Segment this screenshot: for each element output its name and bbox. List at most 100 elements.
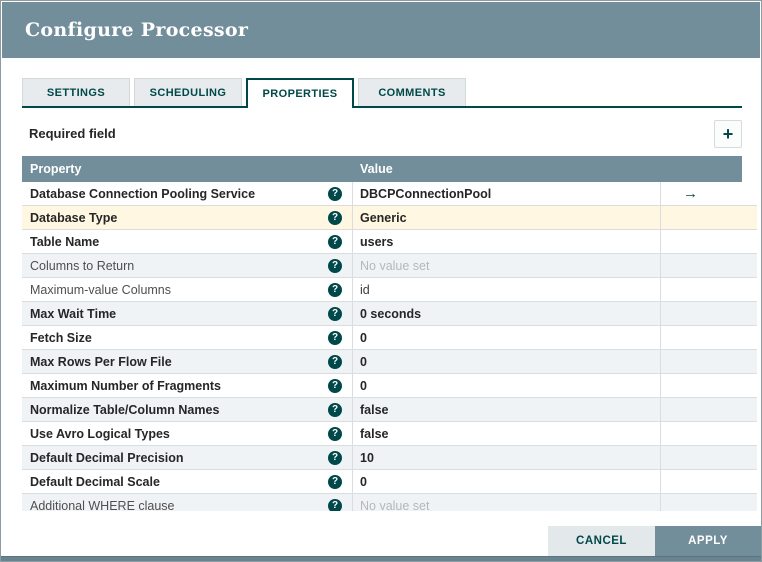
property-cell[interactable]: Fetch Size ? [22, 326, 353, 349]
value-cell[interactable]: 0 seconds [353, 302, 661, 325]
property-cell[interactable]: Normalize Table/Column Names ? [22, 398, 353, 421]
property-cell[interactable]: Max Rows Per Flow File ? [22, 350, 353, 373]
property-value: id [360, 282, 370, 297]
help-icon[interactable]: ? [328, 378, 342, 393]
plus-icon: + [722, 123, 734, 144]
help-icon[interactable]: ? [328, 426, 342, 441]
table-row[interactable]: Columns to Return ? No value set [22, 254, 757, 278]
table-row[interactable]: Default Decimal Precision ? 10 [22, 446, 757, 470]
tab-bar: SETTINGS SCHEDULING PROPERTIES COMMENTS [22, 78, 742, 108]
cancel-button[interactable]: CANCEL [548, 526, 655, 556]
tab-scheduling[interactable]: SCHEDULING [134, 78, 242, 108]
property-value: 10 [360, 450, 374, 465]
property-name: Fetch Size [30, 330, 92, 345]
goto-service-icon[interactable]: → [683, 185, 698, 202]
property-name: Maximum Number of Fragments [30, 378, 222, 393]
dialog-footer: CANCEL APPLY [548, 526, 761, 556]
help-icon[interactable]: ? [328, 474, 342, 489]
row-actions-cell [661, 422, 757, 445]
property-value: 0 [360, 474, 367, 489]
table-row[interactable]: Database Connection Pooling Service ? DB… [22, 182, 757, 206]
table-row[interactable]: Table Name ? users [22, 230, 757, 254]
row-actions-cell [661, 374, 757, 397]
help-icon[interactable]: ? [328, 402, 342, 417]
row-actions-cell [661, 206, 757, 229]
properties-table: Property Value Database Connection Pooli… [22, 156, 757, 511]
property-cell[interactable]: Max Wait Time ? [22, 302, 353, 325]
help-icon[interactable]: ? [328, 330, 342, 345]
value-cell[interactable]: No value set [353, 254, 661, 277]
property-name: Additional WHERE clause [30, 498, 175, 512]
table-row[interactable]: Normalize Table/Column Names ? false [22, 398, 757, 422]
row-actions-cell [661, 494, 757, 511]
help-icon[interactable]: ? [328, 354, 342, 369]
property-cell[interactable]: Default Decimal Scale ? [22, 470, 353, 493]
apply-button[interactable]: APPLY [655, 526, 761, 556]
value-cell[interactable]: Generic [353, 206, 661, 229]
help-icon[interactable]: ? [328, 186, 342, 201]
help-icon[interactable]: ? [328, 258, 342, 273]
help-icon[interactable]: ? [328, 282, 342, 297]
table-header: Property Value [22, 156, 742, 182]
value-cell[interactable]: 0 [353, 350, 661, 373]
table-body: Database Connection Pooling Service ? DB… [22, 182, 757, 511]
tab-settings[interactable]: SETTINGS [22, 78, 130, 108]
dialog-titlebar: Configure Processor [2, 2, 760, 58]
table-row[interactable]: Maximum Number of Fragments ? 0 [22, 374, 757, 398]
row-actions-cell [661, 326, 757, 349]
property-cell[interactable]: Use Avro Logical Types ? [22, 422, 353, 445]
table-row[interactable]: Max Wait Time ? 0 seconds [22, 302, 757, 326]
property-value: users [360, 234, 394, 249]
table-row[interactable]: Maximum-value Columns ? id [22, 278, 757, 302]
property-value: No value set [360, 498, 430, 512]
property-value: No value set [360, 258, 430, 273]
help-icon[interactable]: ? [328, 450, 342, 465]
property-cell[interactable]: Columns to Return ? [22, 254, 353, 277]
property-cell[interactable]: Additional WHERE clause ? [22, 494, 353, 511]
table-row[interactable]: Max Rows Per Flow File ? 0 [22, 350, 757, 374]
table-row[interactable]: Database Type ? Generic [22, 206, 757, 230]
property-cell[interactable]: Default Decimal Precision ? [22, 446, 353, 469]
value-cell[interactable]: users [353, 230, 661, 253]
value-cell[interactable]: 0 [353, 374, 661, 397]
table-row[interactable]: Use Avro Logical Types ? false [22, 422, 757, 446]
property-name: Maximum-value Columns [30, 282, 172, 297]
tab-properties[interactable]: PROPERTIES [246, 78, 354, 108]
value-cell[interactable]: id [353, 278, 661, 301]
add-property-button[interactable]: + [714, 120, 742, 148]
value-cell[interactable]: DBCPConnectionPool [353, 182, 661, 205]
help-icon[interactable]: ? [328, 234, 342, 249]
value-cell[interactable]: 10 [353, 446, 661, 469]
help-icon[interactable]: ? [328, 306, 342, 321]
help-icon[interactable]: ? [328, 498, 342, 511]
value-cell[interactable]: 0 [353, 326, 661, 349]
table-row[interactable]: Default Decimal Scale ? 0 [22, 470, 757, 494]
value-cell[interactable]: false [353, 422, 661, 445]
column-header-value: Value [360, 162, 393, 176]
value-cell[interactable]: No value set [353, 494, 661, 511]
property-value: DBCPConnectionPool [360, 186, 492, 201]
property-cell[interactable]: Maximum Number of Fragments ? [22, 374, 353, 397]
property-cell[interactable]: Maximum-value Columns ? [22, 278, 353, 301]
row-actions-cell [661, 446, 757, 469]
value-cell[interactable]: false [353, 398, 661, 421]
table-row[interactable]: Additional WHERE clause ? No value set [22, 494, 757, 511]
property-cell[interactable]: Database Connection Pooling Service ? [22, 182, 353, 205]
property-value: 0 [360, 378, 367, 393]
row-actions-cell [661, 230, 757, 253]
property-name: Max Rows Per Flow File [30, 354, 172, 369]
value-cell[interactable]: 0 [353, 470, 661, 493]
property-value: 0 [360, 330, 367, 345]
property-cell[interactable]: Database Type ? [22, 206, 353, 229]
table-row[interactable]: Fetch Size ? 0 [22, 326, 757, 350]
tab-comments[interactable]: COMMENTS [358, 78, 466, 108]
property-value: Generic [360, 210, 407, 225]
dialog-bottom-edge [1, 556, 761, 561]
property-name: Table Name [30, 234, 100, 249]
help-icon[interactable]: ? [328, 210, 342, 225]
property-cell[interactable]: Table Name ? [22, 230, 353, 253]
row-actions-cell [661, 350, 757, 373]
property-name: Default Decimal Scale [30, 474, 160, 489]
property-value: false [360, 402, 389, 417]
